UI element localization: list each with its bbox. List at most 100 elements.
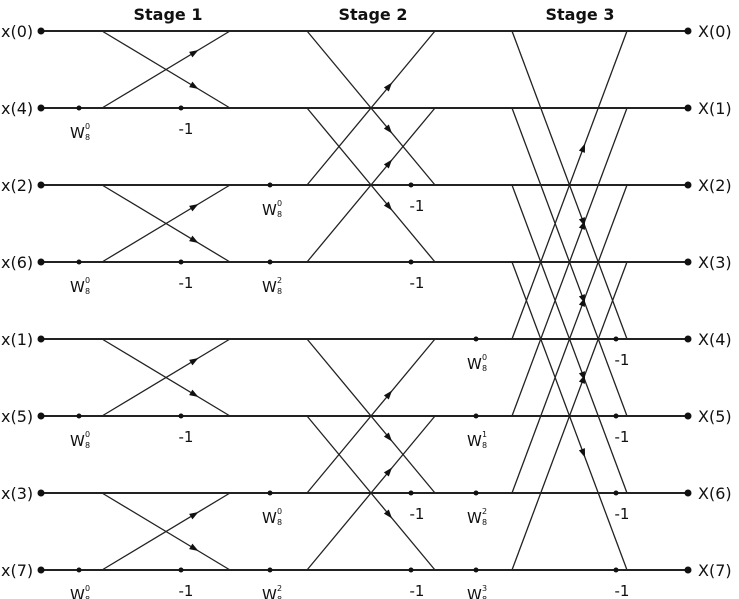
s2-twiddle-node-0 (267, 182, 273, 188)
s3-twiddle-3: W3 8 (467, 584, 487, 599)
output-node-1 (684, 104, 692, 112)
input-label-7: x(7) (1, 561, 33, 580)
s3-twiddle-2-base: W (467, 509, 482, 527)
s3-cross-up-0 (511, 30, 628, 340)
labels: Stage 1 Stage 2 Stage 3 x(0) X(0) x(4) X(1)… (1, 5, 732, 599)
s3-twiddle-1-exponent: 1 (482, 430, 487, 439)
signal-lines (41, 30, 688, 571)
s1-cross-up-1 (101, 184, 231, 263)
s2-arrow-down-2 (383, 432, 393, 442)
s3-minus-one-0: -1 (615, 351, 630, 369)
s1-twiddle-node-1 (76, 259, 82, 265)
s3-twiddle-0-exponent: 0 (482, 353, 487, 362)
s2-cross-up-1 (306, 107, 436, 263)
s1-neg-node-1 (178, 259, 184, 265)
s3-twiddle-0-subscript: 8 (482, 364, 487, 373)
s2-twiddle-node-2 (267, 490, 273, 496)
stage-title-2: Stage 2 (339, 5, 408, 24)
s1-twiddle-1-base: W (70, 278, 85, 296)
s1-twiddle-0: W 0 8 (70, 122, 90, 142)
s3-arrow-up-0 (578, 143, 586, 153)
input-node-1 (37, 104, 45, 112)
s1-twiddle-2: W 0 8 (70, 430, 90, 450)
s1-twiddle-1-subscript: 8 (85, 287, 90, 296)
s2-neg-node-1 (408, 259, 414, 265)
s3-twiddle-0: W 0 8 (467, 353, 487, 373)
s2-twiddle-0-subscript: 8 (277, 210, 282, 219)
s1-neg-node-0 (178, 105, 184, 111)
s2-arrow-up-0 (383, 82, 393, 92)
s2-arrow-up-2 (383, 390, 393, 400)
s1-twiddle-2-base: W (70, 432, 85, 450)
s2-twiddle-2-base: W (262, 509, 277, 527)
s2-twiddle-2-subscript: 8 (277, 518, 282, 527)
s1-twiddle-3: W0 8 (70, 584, 90, 599)
s3-twiddle-0-base: W (467, 355, 482, 373)
s3-twiddle-2: W 2 8 (467, 507, 487, 527)
stage-title-1: Stage 1 (134, 5, 203, 24)
s1-arrow-down-2 (189, 389, 199, 397)
s2-neg-node-2 (408, 490, 414, 496)
s1-arrow-up-0 (189, 50, 199, 58)
s3-twiddle-3-exponent: 3 (482, 584, 487, 593)
input-label-5: x(5) (1, 407, 33, 426)
s2-arrow-up-1 (383, 159, 393, 169)
s1-twiddle-0-base: W (70, 124, 85, 142)
s3-twiddle-1-subscript: 8 (482, 441, 487, 450)
s1-minus-one-0: -1 (179, 120, 194, 138)
input-label-3: x(6) (1, 253, 33, 272)
output-node-0 (684, 27, 692, 35)
s3-neg-node-0 (613, 336, 619, 342)
s1-minus-one-3: -1 (179, 582, 194, 599)
output-node-2 (684, 181, 692, 189)
s3-arrow-down-3 (578, 448, 586, 458)
s3-arrow-up-2 (578, 297, 586, 307)
s1-twiddle-3-base: W (70, 586, 85, 599)
s1-twiddle-1: W 0 8 (70, 276, 90, 296)
s2-twiddle-3-subscript: 8 (277, 595, 282, 599)
output-node-5 (684, 412, 692, 420)
s3-minus-one-1: -1 (615, 428, 630, 446)
s1-arrow-up-3 (189, 512, 199, 520)
s2-cross-up-3 (306, 415, 436, 571)
s2-twiddle-3: W2 8 (262, 584, 282, 599)
s1-arrow-down-0 (189, 81, 199, 89)
output-node-4 (684, 335, 692, 343)
s3-twiddle-node-1 (473, 413, 479, 419)
output-label-6: X(6) (698, 484, 732, 503)
output-label-2: X(2) (698, 176, 732, 195)
input-label-2: x(2) (1, 176, 33, 195)
butterfly-crosses (101, 30, 628, 571)
s2-twiddle-1: W 2 8 (262, 276, 282, 296)
s1-neg-node-2 (178, 413, 184, 419)
input-node-3 (37, 258, 45, 266)
s2-twiddle-node-1 (267, 259, 273, 265)
input-node-5 (37, 412, 45, 420)
s2-minus-one-3: -1 (410, 582, 425, 599)
output-label-4: X(4) (698, 330, 732, 349)
s2-minus-one-1: -1 (410, 274, 425, 292)
output-node-7 (684, 566, 692, 574)
s2-twiddle-3-exponent: 2 (277, 584, 282, 593)
s2-neg-node-3 (408, 567, 414, 573)
s3-arrow-up-3 (578, 374, 586, 384)
s1-cross-up-2 (101, 338, 231, 417)
output-label-5: X(5) (698, 407, 732, 426)
s1-twiddle-node-2 (76, 413, 82, 419)
s2-cross-up-0 (306, 30, 436, 186)
input-label-1: x(4) (1, 99, 33, 118)
s2-twiddle-0-base: W (262, 201, 277, 219)
s1-minus-one-1: -1 (179, 274, 194, 292)
s1-twiddle-1-exponent: 0 (85, 276, 90, 285)
s2-cross-up-2 (306, 338, 436, 494)
output-node-6 (684, 489, 692, 497)
s3-neg-node-2 (613, 490, 619, 496)
s1-twiddle-0-subscript: 8 (85, 133, 90, 142)
s2-twiddle-1-subscript: 8 (277, 287, 282, 296)
stage-title-3: Stage 3 (546, 5, 615, 24)
output-label-7: X(7) (698, 561, 732, 580)
input-node-2 (37, 181, 45, 189)
s2-twiddle-2-exponent: 0 (277, 507, 282, 516)
s3-cross-up-3 (511, 261, 628, 571)
